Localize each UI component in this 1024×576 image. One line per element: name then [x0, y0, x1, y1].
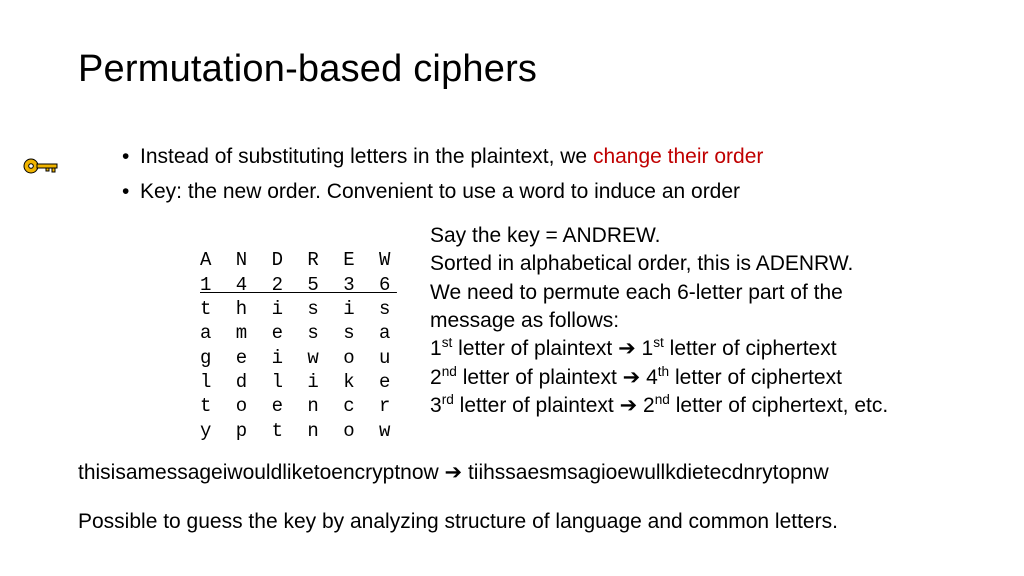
- t: 2: [430, 366, 442, 389]
- table-row-4: g e i w o u: [200, 347, 397, 369]
- t: letter of plaintext: [452, 337, 618, 360]
- t: 1: [430, 337, 442, 360]
- t: letter of ciphertext, etc.: [670, 394, 888, 417]
- slide-title: Permutation-based ciphers: [78, 48, 537, 91]
- t: letter of plaintext: [457, 366, 623, 389]
- footer-note: Possible to guess the key by analyzing s…: [78, 510, 978, 534]
- example-plaintext: thisisamessageiwouldliketoencryptnow: [78, 461, 445, 484]
- cipher-table: A N D R E W 1 4 2 5 3 6 t h i s i s a m …: [200, 224, 397, 443]
- table-row-order: 1 4 2 5 3 6: [200, 274, 397, 296]
- table-row-2: t h i s i s: [200, 298, 397, 320]
- example-ciphertext: tiihssaesmsagioewullkdietecdnrytopnw: [462, 461, 829, 484]
- sup: st: [653, 335, 664, 350]
- sup: nd: [655, 392, 670, 407]
- t: 4: [640, 366, 658, 389]
- explanation: Say the key = ANDREW. Sorted in alphabet…: [430, 222, 990, 420]
- slide: Permutation-based ciphers Instead of sub…: [0, 0, 1024, 576]
- explain-line-4: message as follows:: [430, 307, 990, 335]
- t: 1: [636, 337, 654, 360]
- explain-line-7: 3rd letter of plaintext ➔ 2nd letter of …: [430, 392, 990, 420]
- explain-line-6: 2nd letter of plaintext ➔ 4th letter of …: [430, 364, 990, 392]
- bullet-1: Instead of substituting letters in the p…: [140, 141, 1020, 174]
- bullet-2: Key: the new order. Convenient to use a …: [140, 176, 1020, 209]
- arrow-icon: ➔: [445, 460, 463, 485]
- bullet-1-text-b: change their order: [593, 145, 763, 168]
- sup: th: [658, 364, 669, 379]
- explain-line-1: Say the key = ANDREW.: [430, 222, 990, 250]
- t: 3: [430, 394, 442, 417]
- explain-line-3: We need to permute each 6-letter part of…: [430, 279, 990, 307]
- bullet-list: Instead of substituting letters in the p…: [100, 141, 1020, 210]
- t: letter of ciphertext: [664, 337, 837, 360]
- table-row-5: l d l i k e: [200, 371, 397, 393]
- example-line: thisisamessageiwouldliketoencryptnow ➔ t…: [78, 460, 978, 485]
- explain-line-2: Sorted in alphabetical order, this is AD…: [430, 250, 990, 278]
- explain-line-5: 1st letter of plaintext ➔ 1st letter of …: [430, 335, 990, 363]
- sup: nd: [442, 364, 457, 379]
- key-icon: [22, 156, 62, 176]
- arrow-icon: ➔: [618, 335, 636, 363]
- table-row-6: t o e n c r: [200, 395, 397, 417]
- table-row-7: y p t n o w: [200, 420, 397, 442]
- table-row-3: a m e s s a: [200, 322, 397, 344]
- bullet-1-text-a: Instead of substituting letters in the p…: [140, 145, 593, 168]
- sup: st: [442, 335, 453, 350]
- t: 2: [637, 394, 655, 417]
- arrow-icon: ➔: [623, 364, 641, 392]
- t: letter of plaintext: [454, 394, 620, 417]
- table-row-key: A N D R E W: [200, 249, 397, 271]
- arrow-icon: ➔: [620, 392, 638, 420]
- t: letter of ciphertext: [669, 366, 842, 389]
- sup: rd: [442, 392, 454, 407]
